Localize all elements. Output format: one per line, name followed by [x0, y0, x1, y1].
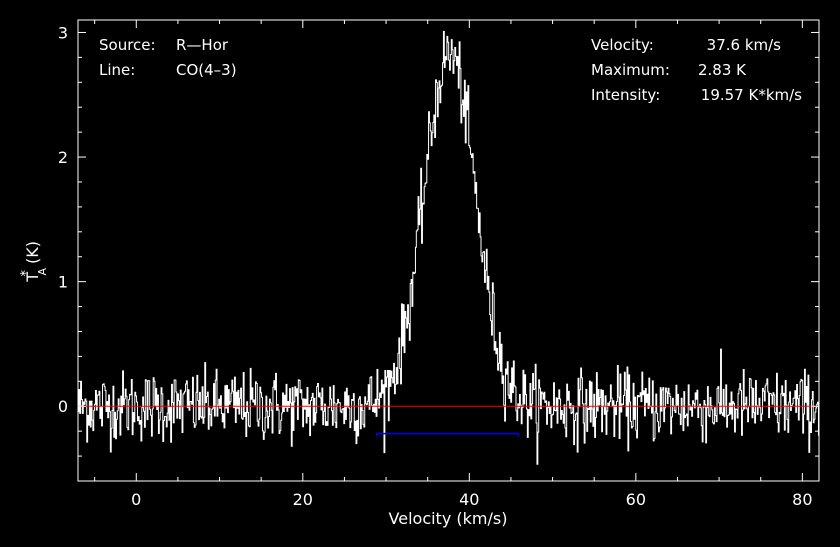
maximum-value: 2.83 K	[698, 61, 747, 79]
plot-content	[78, 30, 819, 465]
y-axis-label-subscript: A	[36, 268, 49, 276]
x-tick-label: 20	[293, 490, 313, 509]
intensity-label: Intensity:	[591, 86, 660, 104]
x-axis-label: Velocity (km/s)	[389, 509, 508, 528]
plot-frame	[77, 19, 820, 482]
velocity-label: Velocity:	[591, 36, 654, 54]
x-tick-label: 40	[459, 490, 479, 509]
spectrum-line	[78, 30, 819, 465]
y-tick-label: 0	[58, 397, 68, 416]
y-tick-label: 2	[58, 148, 68, 167]
maximum-label: Maximum:	[591, 61, 670, 79]
axis-ticks: 0 20 40 60 80 0 1 2 3	[58, 20, 819, 509]
y-axis-label-superscript: *	[19, 270, 34, 277]
x-tick-label: 60	[626, 490, 646, 509]
velocity-value: 37.6 km/s	[707, 36, 782, 54]
y-tick-label: 1	[58, 273, 68, 292]
integration-window	[376, 432, 520, 437]
x-tick-label: 0	[131, 490, 141, 509]
line-label: Line:	[99, 61, 135, 79]
source-label: Source:	[99, 36, 156, 54]
y-tick-label: 3	[58, 23, 68, 42]
line-value: CO(4–3)	[176, 61, 237, 79]
y-axis-label-unit: (K)	[23, 241, 42, 264]
y-axis-label: T A * (K)	[19, 241, 49, 283]
y-axis-label-symbol: T	[23, 272, 42, 283]
intensity-value: 19.57 K*km/s	[701, 86, 802, 104]
source-value: R—Hor	[176, 36, 229, 54]
x-tick-label: 80	[792, 490, 812, 509]
